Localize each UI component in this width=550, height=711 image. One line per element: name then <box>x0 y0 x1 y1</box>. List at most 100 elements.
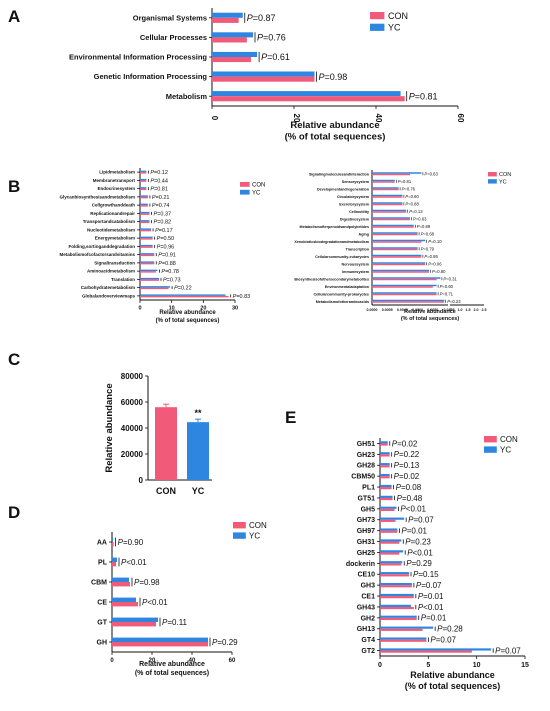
b-right-bar-yc <box>372 299 445 302</box>
e-x-axis-title: (% of total sequences) <box>405 681 501 691</box>
d-bar-con <box>112 562 116 567</box>
e-bar-yc <box>380 473 390 477</box>
e-bar-con <box>380 443 388 446</box>
e-category-label: GH2 <box>361 615 376 622</box>
b-left-category-label: Metabolismofcofactorsandvitamins <box>59 252 135 257</box>
b-left-legend-swatch-con <box>240 182 250 187</box>
a-bar-yc <box>212 12 243 18</box>
b-right-bar-con <box>372 278 437 281</box>
b-right-pvalue-label: P=0.68 <box>421 231 435 236</box>
a-bar-con <box>212 76 315 82</box>
b-right-category-label: Cellmotility <box>349 210 370 214</box>
e-pvalue-label: P=0.01 <box>401 526 427 535</box>
e-bar-con <box>380 628 423 631</box>
d-bar-yc <box>112 617 158 622</box>
e-pvalue-label: P=0.15 <box>413 570 439 579</box>
b-right-bar-con <box>372 233 418 236</box>
c-y-axis-title: Relative abundance <box>104 383 115 472</box>
b-left-bar-yc <box>140 253 155 255</box>
d-x-tick-label: 40 <box>189 658 196 664</box>
e-bar-con <box>380 563 402 566</box>
b-right-pvalue-label: P=0.06 <box>428 261 442 266</box>
e-bar-con <box>380 476 390 479</box>
e-pvalue-label: P=0.07 <box>408 516 434 525</box>
b-right-x-tick-label: 0.010 <box>444 308 453 312</box>
b-right-category-label: Developmentandregeneration <box>317 187 370 191</box>
c-y-tick-label: 20000 <box>121 450 144 459</box>
b-right-pvalue-label: P=0.88 <box>405 201 419 206</box>
d-category-label: CBM <box>91 579 107 586</box>
e-bar-yc <box>380 648 492 651</box>
b-left-pvalue-label: P=0.22 <box>174 286 192 292</box>
b-right-bar-con <box>372 301 445 303</box>
d-bar-con <box>112 602 138 607</box>
b-right-pvalue-label: P=0.86 <box>424 254 438 259</box>
e-category-label: GH43 <box>357 604 375 611</box>
e-bar-yc <box>380 506 397 509</box>
b-left-x-tick-label: 20 <box>200 306 206 312</box>
b-right-bar-con <box>372 256 422 258</box>
e-pvalue-label: P=0.02 <box>392 439 418 448</box>
c-y-tick-label: 0 <box>139 476 144 485</box>
e-category-label: GT2 <box>361 648 375 655</box>
a-legend-swatch-yc <box>370 23 385 31</box>
b-left-bar-con <box>140 172 147 174</box>
b-right-bar-con <box>372 286 433 288</box>
b-right-legend-swatch-yc <box>488 179 497 184</box>
b-left-category-label: Glycanbiosynthesisandmetabolism <box>59 194 135 199</box>
e-pvalue-label: P=0.07 <box>495 646 521 655</box>
a-x-axis-title: (% of total sequences) <box>285 132 386 143</box>
b-right-bar-yc <box>372 254 422 257</box>
e-pvalue-label: P<0.01 <box>400 505 426 514</box>
e-category-label: CE1 <box>361 594 375 601</box>
e-category-label: CE10 <box>357 572 375 579</box>
b-right-pvalue-label: P=0.23 <box>447 299 461 304</box>
a-category-label: Genetic Information Processing <box>94 72 208 81</box>
e-bar-yc <box>380 463 390 466</box>
b-right-category-label: Aging <box>359 232 369 236</box>
b-right-bar-yc <box>372 247 418 249</box>
a-legend-label-con: CON <box>388 11 408 21</box>
b-left-bar-yc <box>140 261 155 263</box>
b-right-bar-con <box>372 211 407 213</box>
d-bar-yc <box>112 637 208 642</box>
b-left-legend-swatch-yc <box>240 189 250 195</box>
d-pvalue-label: P=0.29 <box>212 638 238 647</box>
b-left-category-label: Aminoacidmetabolism <box>87 269 135 274</box>
b-left-pvalue-label: P=0.12 <box>150 170 168 176</box>
b-right-pvalue-label: P=0.13 <box>409 209 423 214</box>
e-bar-con <box>380 454 390 457</box>
d-category-label: AA <box>97 539 107 546</box>
c-y-tick-label: 40000 <box>121 424 144 433</box>
b-left-bar-con <box>140 246 153 248</box>
d-bar-yc <box>112 537 113 542</box>
e-category-label: GH28 <box>357 463 375 470</box>
b-right-x-tick-label: 0.0005 <box>382 308 393 312</box>
panel-label-d: D <box>8 503 20 522</box>
b-right-pvalue-label: P=0.71 <box>440 291 454 296</box>
e-category-label: GH3 <box>361 583 376 590</box>
b-right-x-tick-label: 0.0080 <box>427 308 438 312</box>
d-bar-yc <box>112 557 117 562</box>
a-category-label: Organismal Systems <box>133 13 207 22</box>
b-left-legend-label-con: CON <box>252 183 265 189</box>
e-bar-yc <box>380 615 417 618</box>
a-legend-label-yc: YC <box>388 22 401 32</box>
e-bar-yc <box>380 495 393 498</box>
d-bar-con <box>112 542 114 547</box>
b-left-pvalue-label: P=0.78 <box>161 269 179 275</box>
b-left-category-label: Cellgrowthanddeath <box>92 203 136 208</box>
e-legend-swatch-yc <box>484 446 497 453</box>
e-x-tick-label: 5 <box>426 662 430 669</box>
b-right-bar-con <box>372 173 410 176</box>
e-pvalue-label: P<0.01 <box>418 603 444 612</box>
b-left-category-label: Lipidmetabolism <box>99 170 135 175</box>
b-right-bar-yc <box>372 269 429 272</box>
b-right-bar-con <box>372 218 410 221</box>
a-pvalue-label: P=0.87 <box>247 13 276 23</box>
b-left-bar-con <box>140 271 156 273</box>
b-left-x-tick-label: 10 <box>169 306 175 312</box>
b-right-category-label: Digestivesystem <box>340 217 370 221</box>
b-left-legend-label-yc: YC <box>252 190 261 196</box>
b-left-bar-yc <box>140 244 153 247</box>
